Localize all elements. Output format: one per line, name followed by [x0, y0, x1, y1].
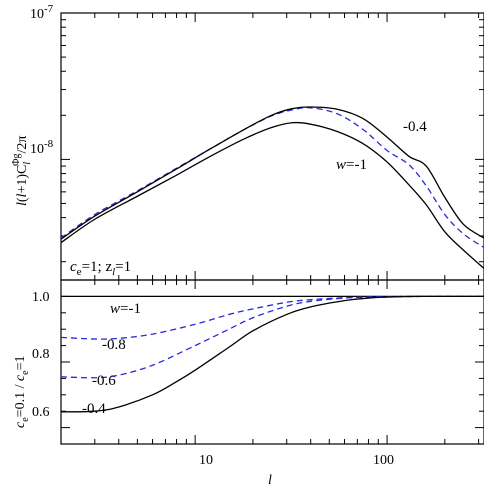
bottom-ylabel: ce=0.1 / ce=1 — [13, 355, 31, 428]
bottom-ytick-label-0.6: 0.6 — [32, 405, 50, 420]
top-series-line-0 — [60, 121, 484, 269]
bottom-series — [60, 295, 484, 413]
top-series-line-1 — [60, 107, 484, 249]
annotation-w-minus1-top: w=-1 — [336, 157, 367, 173]
annotation-minus0.6: -0.6 — [92, 373, 116, 389]
annotation-ce-zl: ce=1; zl=1 — [70, 259, 131, 278]
annotation-minus0.8: -0.8 — [102, 337, 126, 353]
annotation-minus0.4-top: -0.4 — [403, 119, 427, 135]
bottom-panel: 1.0 0.8 0.6 10 100 l ce=0.1 / ce=1 w=-1 … — [13, 279, 484, 488]
bottom-ytick-label-1.0: 1.0 — [32, 290, 50, 305]
bottom-ytick-label-0.8: 0.8 — [32, 347, 50, 362]
annotation-w-minus1-bottom: w=-1 — [110, 301, 141, 317]
top-panel: 10-7 10-8 l(l+1)ClΦg/2π w=-1 -0.4 ce=1; … — [11, 3, 484, 281]
top-series-line-2 — [60, 106, 484, 240]
bottom-series-line-3 — [60, 295, 484, 413]
xtick-label-100: 100 — [373, 453, 394, 468]
xlabel: l — [268, 473, 272, 488]
top-ticks — [60, 12, 484, 280]
top-ytick-label-1e-7: 10-7 — [30, 3, 54, 22]
top-ylabel: l(l+1)ClΦg/2π — [11, 136, 33, 206]
annotation-minus0.4: -0.4 — [82, 401, 106, 417]
xtick-label-10: 10 — [199, 453, 213, 468]
top-ytick-label-1e-8: 10-8 — [30, 138, 54, 157]
top-plot-frame — [60, 12, 484, 281]
top-series — [60, 106, 484, 269]
